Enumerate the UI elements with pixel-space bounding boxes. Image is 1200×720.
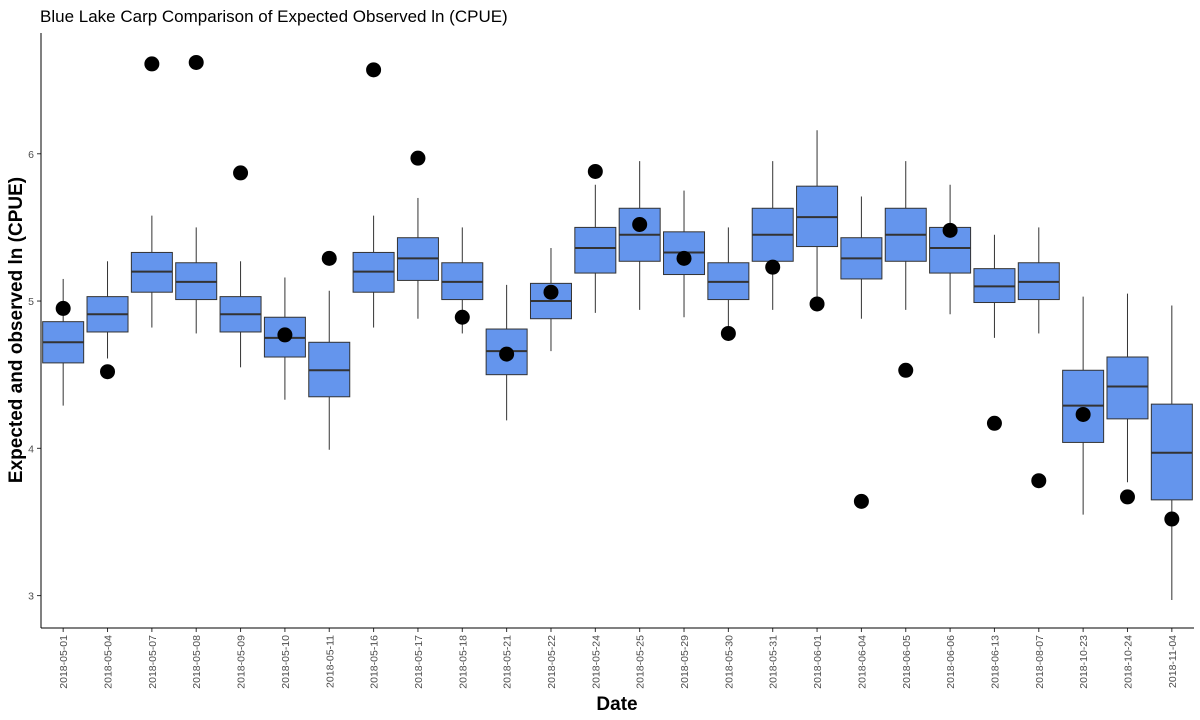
observed-point: [410, 150, 426, 166]
observed-point: [499, 346, 515, 362]
x-tick-label: 2018-05-24: [590, 635, 602, 689]
x-tick-label: 2018-05-16: [369, 635, 381, 689]
y-tick-label: 6: [28, 149, 34, 161]
x-tick-label: 2018-06-05: [901, 635, 913, 689]
observed-point: [720, 325, 736, 341]
observed-point: [144, 56, 160, 72]
x-tick-label: 2018-05-21: [502, 635, 514, 689]
x-tick-label: 2018-05-25: [635, 635, 647, 689]
x-tick-label: 2018-05-18: [457, 635, 469, 689]
observed-point: [233, 165, 249, 181]
x-tick-label: 2018-05-29: [679, 635, 691, 689]
observed-point: [942, 222, 958, 238]
x-tick-label: 2018-05-11: [324, 635, 336, 688]
x-tick-label: 2018-06-06: [945, 635, 957, 689]
y-tick-label: 3: [28, 591, 34, 603]
observed-point: [188, 54, 204, 70]
x-tick-label: 2018-05-01: [58, 635, 70, 689]
y-tick-label: 5: [28, 296, 34, 308]
observed-point: [100, 364, 116, 380]
box: [1106, 356, 1149, 420]
observed-point: [321, 250, 337, 266]
x-tick-label: 2018-05-31: [768, 635, 780, 689]
x-tick-label: 2018-05-04: [103, 635, 115, 689]
x-tick-label: 2018-10-23: [1078, 635, 1090, 689]
observed-point: [632, 216, 648, 232]
observed-point: [676, 250, 692, 266]
x-tick-label: 2018-11-04: [1167, 635, 1179, 688]
x-tick-label: 2018-10-24: [1122, 635, 1134, 689]
x-tick-label: 2018-06-01: [812, 635, 824, 689]
observed-point: [366, 62, 382, 78]
x-tick-label: 2018-05-09: [236, 635, 248, 689]
observed-point: [809, 296, 825, 312]
x-tick-label: 2018-05-22: [546, 635, 558, 689]
x-tick-label: 2018-05-07: [147, 635, 159, 689]
observed-point: [587, 163, 603, 179]
observed-point: [454, 309, 470, 325]
observed-point: [1119, 489, 1135, 505]
observed-point: [986, 415, 1002, 431]
box: [574, 226, 617, 274]
x-tick-label: 2018-05-08: [191, 635, 203, 689]
observed-point: [1075, 406, 1091, 422]
y-axis-title: Expected and observed ln (CPUE): [6, 177, 27, 483]
observed-point: [1031, 473, 1047, 489]
x-tick-label: 2018-08-07: [1034, 635, 1046, 689]
observed-point: [55, 300, 71, 316]
x-tick-label: 2018-05-10: [280, 635, 292, 689]
y-tick-label: 4: [28, 443, 34, 455]
observed-point: [853, 493, 869, 509]
observed-point: [1164, 511, 1180, 527]
x-tick-label: 2018-06-04: [856, 635, 868, 689]
observed-point: [898, 362, 914, 378]
observed-point: [543, 284, 559, 300]
x-tick-label: 2018-05-17: [413, 635, 425, 689]
observed-point: [277, 327, 293, 343]
x-tick-label: 2018-05-30: [723, 635, 735, 689]
plot-area: 3 4 5 6 2018-05-01 2018-05-04 2018-05-07 2018-0…: [28, 54, 1193, 689]
x-tick-label: 2018-06-13: [989, 635, 1001, 689]
observed-point: [765, 259, 781, 275]
x-axis-title: Date: [596, 694, 637, 715]
chart-title: Blue Lake Carp Comparison of Expected Ob…: [40, 7, 508, 26]
